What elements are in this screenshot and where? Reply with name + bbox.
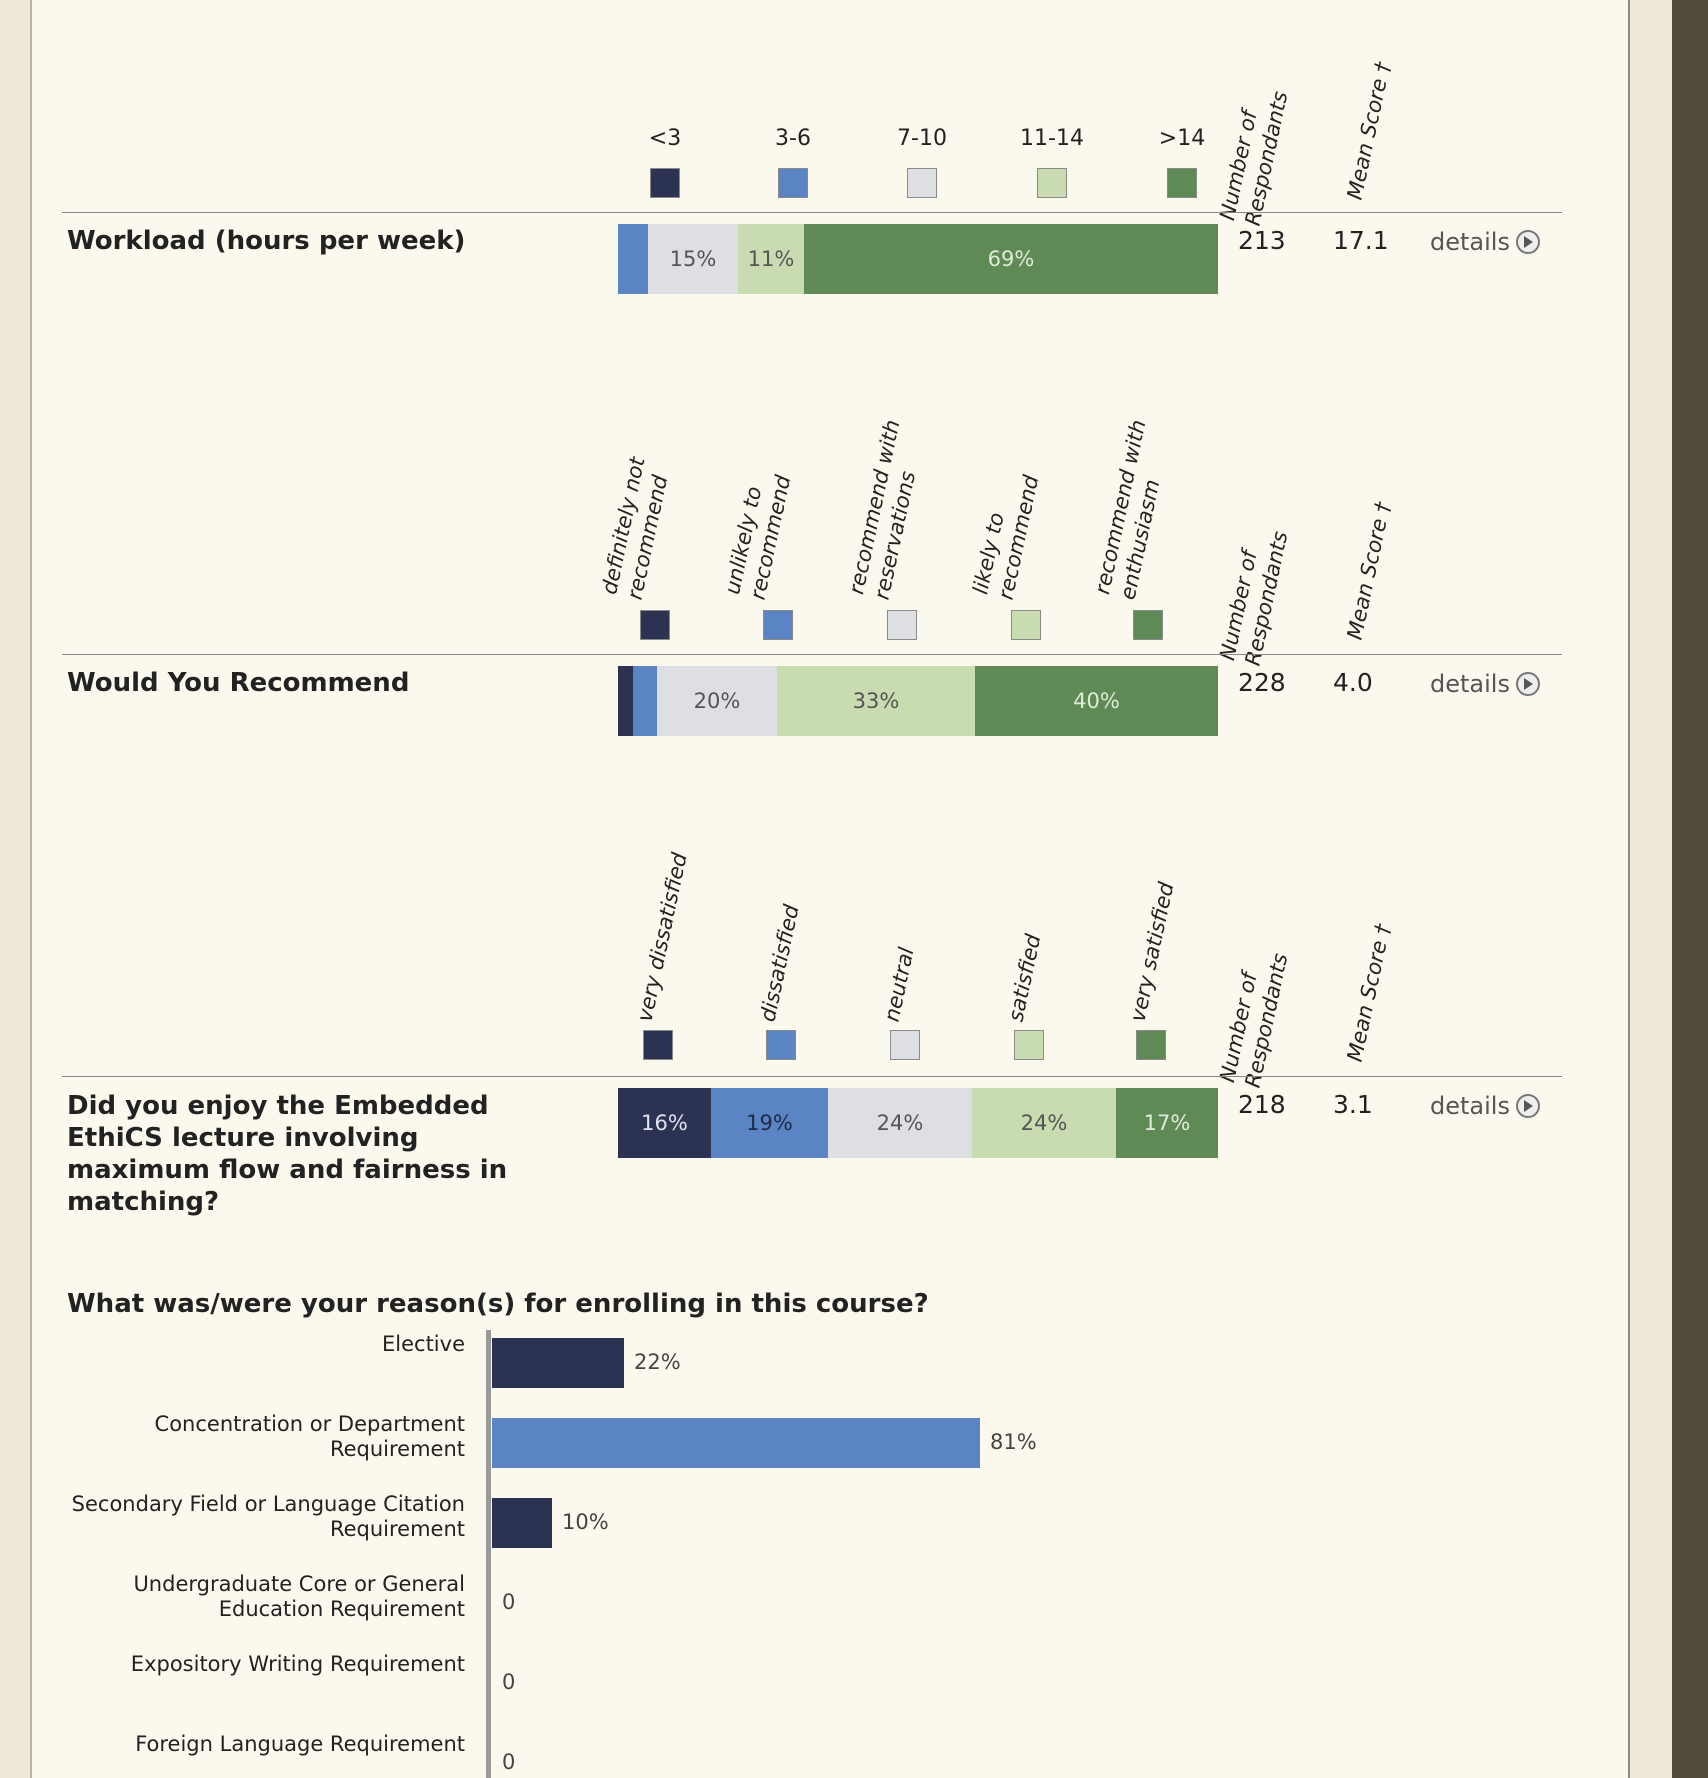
reason-label: Foreign Language Requirement <box>135 1732 465 1756</box>
details-label: details <box>1430 228 1510 256</box>
stacked-bar: 16% 19% 24% 24% 17% <box>618 1088 1218 1158</box>
legend-swatch <box>907 168 937 198</box>
bar-axis <box>486 1330 491 1778</box>
details-link[interactable]: details <box>1430 670 1540 698</box>
scrollbar-track[interactable] <box>1672 0 1708 1778</box>
bar-segment: 40% <box>975 666 1218 736</box>
bar-segment: 20% <box>657 666 777 736</box>
legend-swatch <box>778 168 808 198</box>
respondents-count: 228 <box>1238 668 1286 697</box>
reason-value: 0 <box>502 1670 516 1694</box>
reason-bar <box>492 1338 624 1388</box>
details-label: details <box>1430 670 1510 698</box>
reason-value: 0 <box>502 1590 516 1614</box>
details-label: details <box>1430 1092 1510 1120</box>
reason-value: 81% <box>990 1430 1037 1454</box>
legend-label: 3-6 <box>775 126 811 151</box>
reason-label: Concentration or Department Requirement <box>154 1412 465 1461</box>
reason-value: 10% <box>562 1510 609 1534</box>
legend-swatch <box>1167 168 1197 198</box>
reasons-title: What was/were your reason(s) for enrolli… <box>67 1289 929 1319</box>
bar-segment: 16% <box>618 1088 711 1158</box>
legend-swatch <box>763 610 793 640</box>
question-title: Workload (hours per week) <box>67 226 466 256</box>
legend-swatch <box>1011 610 1041 640</box>
play-icon <box>1515 672 1540 696</box>
bar-segment: 24% <box>972 1088 1116 1158</box>
bar-segment <box>618 666 633 736</box>
play-icon <box>1515 1094 1540 1118</box>
reason-label: Undergraduate Core or General Education … <box>133 1572 465 1621</box>
bar-segment: 69% <box>804 224 1218 294</box>
reason-label: Expository Writing Requirement <box>130 1652 465 1676</box>
divider <box>62 212 1562 213</box>
legend-swatch <box>766 1030 796 1060</box>
legend-swatch <box>640 610 670 640</box>
divider <box>62 654 1562 655</box>
question-title: Would You Recommend <box>67 668 410 698</box>
play-icon <box>1515 230 1540 254</box>
legend-label: 11-14 <box>1020 126 1084 151</box>
legend-swatch <box>1133 610 1163 640</box>
stacked-bar: 15% 11% 69% <box>618 224 1218 294</box>
mean-score: 17.1 <box>1333 226 1389 255</box>
details-link[interactable]: details <box>1430 228 1540 256</box>
mean-score: 4.0 <box>1333 668 1373 697</box>
reason-bar <box>492 1498 552 1548</box>
bar-segment: 11% <box>738 224 804 294</box>
legend-swatch <box>643 1030 673 1060</box>
bar-segment: 19% <box>711 1088 828 1158</box>
divider <box>62 1076 1562 1077</box>
legend-swatch <box>1037 168 1067 198</box>
bar-segment <box>633 666 657 736</box>
question-title: Did you enjoy the Embedded EthiCS lectur… <box>67 1091 508 1217</box>
report-panel <box>30 0 1630 1778</box>
legend-swatch <box>1136 1030 1166 1060</box>
right-margin <box>1632 0 1672 1778</box>
reason-bar <box>492 1418 980 1468</box>
legend-label: <3 <box>648 126 682 151</box>
reason-value: 0 <box>502 1750 516 1774</box>
respondents-count: 213 <box>1238 226 1286 255</box>
bar-segment: 17% <box>1116 1088 1218 1158</box>
details-link[interactable]: details <box>1430 1092 1540 1120</box>
legend-label: >14 <box>1158 126 1206 151</box>
legend-swatch <box>650 168 680 198</box>
legend-swatch <box>1014 1030 1044 1060</box>
reason-label: Secondary Field or Language Citation Req… <box>71 1492 465 1541</box>
bar-segment <box>618 224 648 294</box>
reason-label: Elective <box>382 1332 465 1356</box>
bar-segment: 24% <box>828 1088 972 1158</box>
legend-label: 7-10 <box>897 126 947 151</box>
mean-score: 3.1 <box>1333 1090 1373 1119</box>
reason-value: 22% <box>634 1350 681 1374</box>
legend-swatch <box>887 610 917 640</box>
respondents-count: 218 <box>1238 1090 1286 1119</box>
bar-segment: 15% <box>648 224 738 294</box>
bar-segment: 33% <box>777 666 975 736</box>
legend-swatch <box>890 1030 920 1060</box>
stacked-bar: 20% 33% 40% <box>618 666 1218 736</box>
